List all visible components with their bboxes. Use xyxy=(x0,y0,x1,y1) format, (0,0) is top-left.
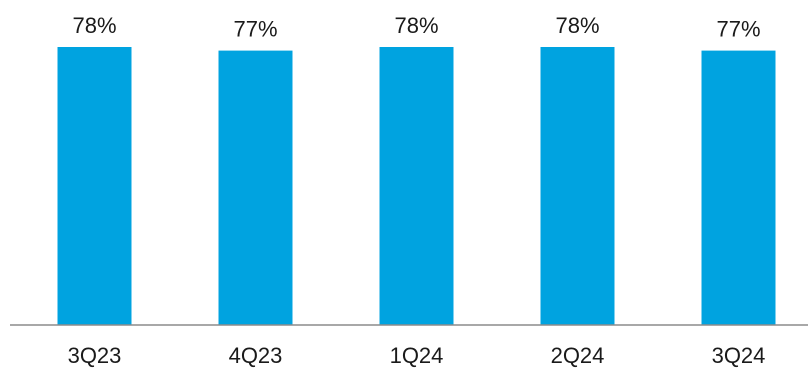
x-tick-labels-group: 3Q23 4Q23 1Q24 2Q24 3Q24 xyxy=(68,343,766,368)
x-tick-label-3q24: 3Q24 xyxy=(712,343,766,368)
bar-3q24 xyxy=(701,50,776,325)
value-label-3q24: 77% xyxy=(716,17,760,42)
x-tick-label-3q23: 3Q23 xyxy=(68,343,122,368)
x-tick-label-4q23: 4Q23 xyxy=(229,343,283,368)
x-tick-label-1q24: 1Q24 xyxy=(390,343,444,368)
value-labels-group: 78% 77% 78% 78% 77% xyxy=(72,13,760,42)
bars-group xyxy=(57,47,776,325)
value-label-3q23: 78% xyxy=(72,13,116,38)
x-tick-label-2q24: 2Q24 xyxy=(551,343,605,368)
value-label-1q24: 78% xyxy=(394,13,438,38)
bar-1q24 xyxy=(379,47,454,325)
bar-3q23 xyxy=(57,47,132,325)
bar-2q24 xyxy=(540,47,615,325)
bar-4q23 xyxy=(218,50,293,325)
value-label-2q24: 78% xyxy=(555,13,599,38)
value-label-4q23: 77% xyxy=(233,17,277,42)
